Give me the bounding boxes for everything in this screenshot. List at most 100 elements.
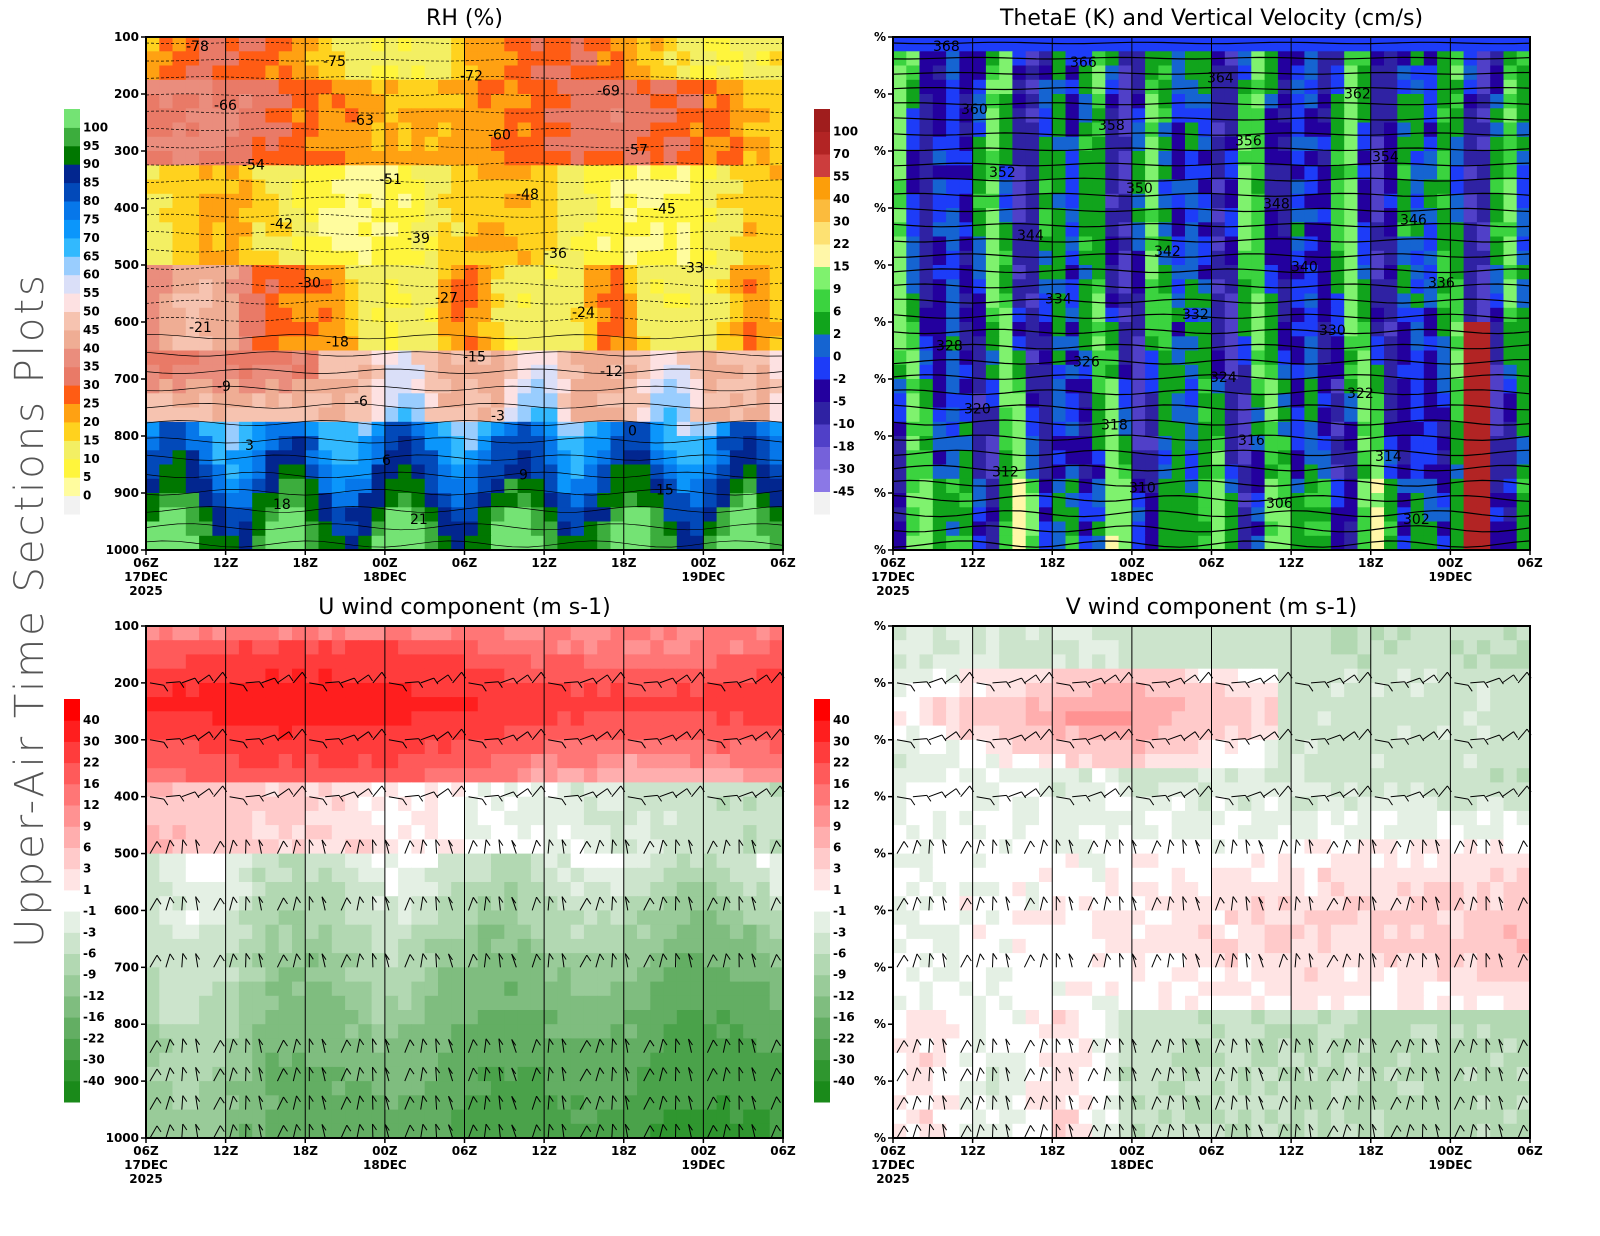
- field-cell: [583, 493, 598, 508]
- field-cell: [212, 825, 227, 840]
- field-cell: [451, 136, 466, 152]
- field-cell: [1317, 208, 1332, 223]
- field-cell: [331, 711, 346, 727]
- field-cell: [690, 910, 704, 926]
- field-cell: [893, 336, 907, 352]
- field-cell: [663, 236, 678, 252]
- field-cell: [1171, 493, 1186, 508]
- field-cell: [1384, 436, 1398, 451]
- field-cell: [491, 924, 505, 940]
- field-cell: [159, 853, 174, 869]
- contour-line: [145, 162, 784, 166]
- field-cell: [716, 535, 731, 551]
- field-cell: [1198, 407, 1213, 423]
- field-cell: [159, 867, 174, 883]
- field-cell: [438, 853, 452, 869]
- field-cell: [278, 136, 293, 152]
- field-cell: [504, 796, 519, 812]
- field-cell: [265, 682, 280, 698]
- contour-label: 348: [1263, 197, 1290, 213]
- field-cell: [703, 293, 718, 309]
- field-cell: [438, 94, 452, 109]
- field-cell: [1476, 79, 1491, 95]
- field-cell: [504, 507, 519, 523]
- contour-line: [145, 41, 784, 45]
- field-cell: [972, 79, 987, 95]
- field-cell: [1450, 293, 1465, 309]
- field-cell: [729, 407, 744, 423]
- field-cell: [985, 236, 1000, 252]
- field-cell: [1065, 322, 1080, 337]
- field-cell: [1078, 279, 1093, 295]
- field-cell: [1291, 464, 1305, 480]
- field-cell: [305, 151, 320, 166]
- field-cell: [305, 379, 320, 394]
- field-cell: [146, 853, 160, 869]
- field-cell: [1410, 450, 1425, 466]
- field-cell: [398, 122, 412, 138]
- field-cell: [146, 94, 160, 109]
- field-cell: [1397, 322, 1412, 337]
- field-cell: [384, 222, 399, 238]
- field-cell: [557, 725, 572, 741]
- field-cell: [517, 668, 532, 684]
- field-cell: [1145, 236, 1159, 252]
- field-cell: [1490, 94, 1505, 109]
- field-cell: [464, 165, 479, 181]
- field-cell: [1317, 151, 1332, 166]
- field-cell: [318, 51, 333, 67]
- colorbar-swatch: [814, 334, 830, 357]
- field-cell: [292, 768, 306, 783]
- field-cell: [146, 208, 160, 223]
- field-cell: [464, 924, 479, 940]
- field-cell: [438, 193, 452, 209]
- field-cell: [985, 265, 1000, 280]
- field-cell: [331, 825, 346, 840]
- field-cell: [557, 953, 572, 968]
- field-cell: [1065, 208, 1080, 223]
- field-cell: [1463, 65, 1478, 81]
- field-cell: [1158, 464, 1173, 480]
- field-cell: [972, 222, 987, 238]
- field-cell: [676, 697, 691, 712]
- field-cell: [265, 94, 280, 109]
- field-cell: [159, 725, 174, 741]
- field-cell: [424, 79, 439, 95]
- field-cell: [1224, 51, 1239, 67]
- field-cell: [199, 436, 213, 451]
- field-cell: [212, 697, 227, 712]
- field-cell: [1065, 250, 1080, 266]
- field-cell: [185, 236, 200, 252]
- field-cell: [146, 535, 160, 551]
- field-cell: [265, 910, 280, 926]
- field-cell: [570, 307, 585, 323]
- field-cell: [1357, 421, 1372, 437]
- field-cell: [305, 79, 320, 95]
- field-cell: [985, 493, 1000, 508]
- field-cell: [199, 882, 213, 897]
- field-cell: [544, 464, 558, 480]
- field-cell: [398, 65, 412, 81]
- field-cell: [464, 79, 479, 95]
- field-cell: [530, 37, 545, 52]
- field-cell: [1065, 279, 1080, 295]
- field-cell: [1158, 436, 1173, 451]
- field-cell: [1078, 521, 1093, 537]
- field-cell: [146, 896, 160, 911]
- field-cell: [1118, 193, 1133, 209]
- field-cell: [1158, 293, 1173, 309]
- field-cell: [583, 165, 598, 181]
- field-cell: [159, 108, 174, 124]
- field-cell: [398, 493, 412, 508]
- field-cell: [1304, 108, 1319, 124]
- field-cell: [893, 236, 907, 252]
- field-cell: [411, 193, 426, 209]
- field-cell: [999, 307, 1014, 323]
- field-cell: [252, 478, 267, 494]
- field-cell: [637, 493, 651, 508]
- field-cell: [1185, 37, 1199, 52]
- field-cell: [690, 938, 704, 954]
- field-cell: [1224, 436, 1239, 451]
- field-cell: [1490, 250, 1505, 266]
- field-cell: [1264, 279, 1279, 295]
